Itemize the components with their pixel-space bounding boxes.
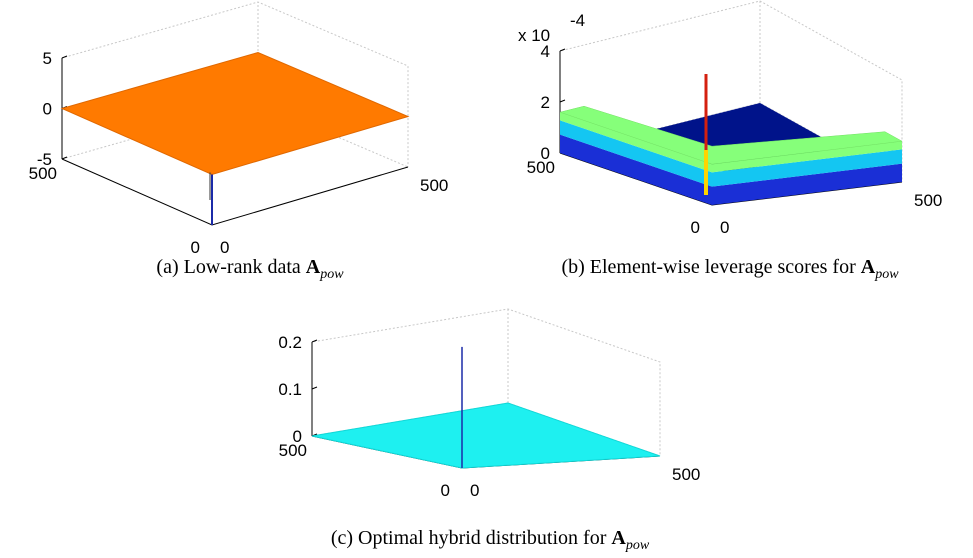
chart-b-z-tick-label: 4 [541,42,550,61]
chart-c-z-tick-label: 0.1 [278,380,302,399]
caption-b-subscript: pow [875,267,899,282]
chart-b-exponent: x 10 [518,26,550,45]
chart-a-z-tick-label: 0 [43,100,52,119]
caption-c-subscript: pow [625,538,650,553]
chart-c-z-tick-label: 0.2 [278,333,302,352]
panel-c: 0 0.1 0.2 0 0 500 500 [240,290,740,525]
chart-c-surface [311,402,661,469]
chart-a-z-tick-label: 5 [43,49,52,68]
chart-a-z-tick-mark [61,156,68,160]
chart-b-edge-band-2 [560,112,902,173]
caption-a-subscript: pow [320,267,344,282]
caption-b-matrix: A [860,256,876,278]
chart-a-floor-back [61,102,409,168]
chart-b-z-tick-label: 0 [541,144,550,163]
chart-b-y-tick-500: 500 [914,191,942,210]
chart-b-x-tick-500: 500 [527,158,555,177]
chart-b-z-tick-mark [559,48,566,52]
caption-c: (c) Optimal hybrid distribution for Apow [260,527,720,554]
chart-b-z-tick-label: 2 [541,93,550,112]
panel-b: 0 2 4 0 0 500 500 x 10 -4 [490,0,973,245]
chart-a-z-tick-mark [61,55,68,59]
caption-a-prefix: (a) Low-rank data [156,256,306,278]
chart-a-surface [60,51,410,176]
caption-a-matrix: A [305,256,321,278]
chart-c-y-tick-0: 0 [470,481,479,500]
chart-c-z-tick-mark [311,386,318,390]
caption-c-matrix: A [611,527,626,549]
chart-c-z-tick-mark [311,339,318,343]
chart-c-x-tick-500: 500 [279,441,307,460]
caption-b: (b) Element-wise leverage scores for Apo… [500,256,960,283]
chart-b-edge-band-1 [560,120,902,187]
chart-c-y-tick-500: 500 [672,465,700,484]
chart-b-edge-top [559,105,903,165]
chart-a-x-tick-0: 0 [191,238,200,257]
chart-a-y-tick-0: 0 [220,238,229,257]
caption-c-prefix: (c) Optimal hybrid distribution for [330,527,612,549]
chart-a-y-tick-500: 500 [420,176,448,195]
chart-c-x-tick-0: 0 [441,481,450,500]
chart-b-exponent-power: -4 [570,11,585,30]
chart-b-edge-band-0 [560,134,902,205]
caption-b-prefix: (b) Element-wise leverage scores for [561,256,861,278]
chart-c-back-wall [311,308,661,456]
chart-b-z-tick-mark [559,99,566,103]
chart-a-x-tick-500: 500 [29,164,57,183]
chart-c-z-tick-label: 0 [293,427,302,446]
chart-b-y-tick-0: 0 [720,218,729,237]
chart-a-z-tick-label: -5 [37,150,52,169]
caption-a: (a) Low-rank data Apow [60,256,440,283]
chart-a-floor-front [61,158,409,226]
chart-b-x-tick-0: 0 [691,218,700,237]
panel-a: -5 0 5 0 0 500 500 [0,0,470,257]
